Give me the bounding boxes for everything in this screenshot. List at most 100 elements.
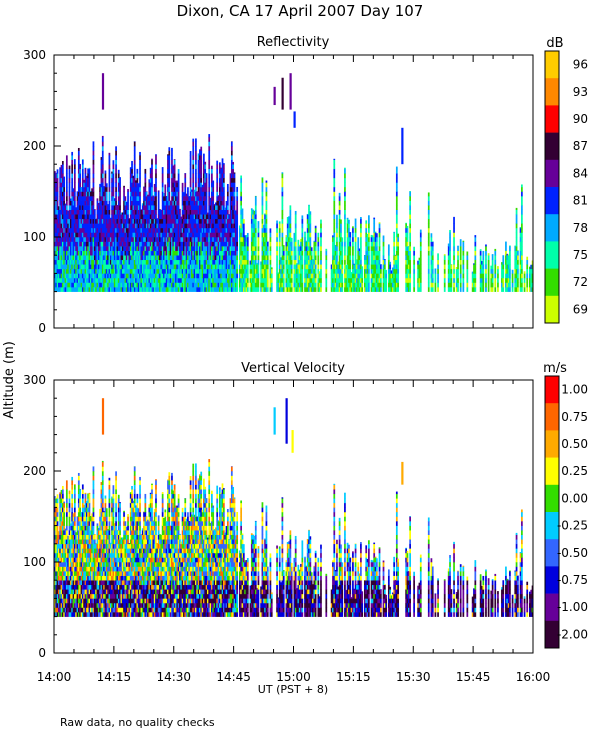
echo-cell bbox=[144, 246, 147, 251]
echo-cell bbox=[188, 227, 191, 233]
echo-cell bbox=[107, 223, 109, 229]
echo-cell bbox=[358, 277, 361, 283]
echo-cell bbox=[151, 173, 153, 179]
echo-cell bbox=[144, 250, 147, 256]
echo-cell bbox=[354, 241, 357, 247]
echo-cell bbox=[193, 259, 196, 265]
echo-cell bbox=[171, 200, 173, 206]
echo-cell bbox=[121, 218, 124, 224]
echo-cell bbox=[107, 204, 109, 206]
echo-cell bbox=[157, 191, 160, 197]
echo-cell bbox=[306, 237, 309, 242]
echo-cell bbox=[200, 164, 203, 170]
echo-cell bbox=[87, 168, 89, 174]
echo-cell bbox=[211, 264, 213, 270]
echo-cell bbox=[56, 287, 59, 292]
echo-cell bbox=[230, 155, 233, 160]
echo-cell bbox=[172, 241, 175, 247]
echo-cell bbox=[196, 200, 199, 206]
echo-cell bbox=[165, 227, 168, 233]
echo-cell bbox=[218, 200, 221, 206]
echo-cell bbox=[145, 246, 148, 251]
echo-cell bbox=[56, 259, 59, 265]
echo-cell bbox=[203, 155, 205, 160]
echo-cell bbox=[76, 246, 79, 251]
echo-cell bbox=[234, 277, 237, 283]
echo-cell bbox=[104, 227, 107, 233]
echo-cell bbox=[246, 277, 249, 283]
echo-cell bbox=[139, 227, 141, 233]
echo-cell bbox=[124, 273, 127, 279]
echo-cell bbox=[394, 277, 397, 283]
echo-cell bbox=[121, 268, 124, 274]
echo-cell bbox=[286, 255, 289, 261]
echo-cell bbox=[147, 268, 149, 274]
echo-cell bbox=[222, 182, 225, 188]
echo-cell bbox=[305, 240, 308, 242]
echo-cell bbox=[103, 186, 105, 192]
echo-cell bbox=[245, 273, 248, 279]
echo-cell bbox=[226, 287, 229, 292]
echo-cell bbox=[104, 273, 107, 279]
echo-cell bbox=[366, 277, 369, 283]
echo-cell bbox=[188, 264, 191, 270]
echo-cell bbox=[357, 268, 360, 274]
echo-cell bbox=[168, 282, 171, 288]
echo-cell bbox=[152, 277, 155, 283]
echo-cell bbox=[133, 155, 136, 160]
echo-cell bbox=[226, 259, 229, 265]
echo-cell bbox=[230, 246, 233, 251]
echo-cell bbox=[309, 246, 312, 251]
echo-cell bbox=[389, 282, 392, 288]
echo-cell bbox=[281, 287, 284, 292]
echo-cell bbox=[60, 241, 63, 247]
echo-cell bbox=[357, 282, 360, 288]
echo-cell bbox=[160, 209, 163, 215]
echo-cell bbox=[245, 255, 248, 261]
echo-cell bbox=[172, 255, 175, 261]
echo-cell bbox=[168, 237, 171, 242]
echo-cell bbox=[211, 186, 213, 192]
echo-cell bbox=[73, 268, 76, 274]
echo-cell bbox=[151, 232, 153, 238]
echo-cell bbox=[230, 150, 233, 156]
echo-cell bbox=[72, 223, 75, 229]
echo-cell bbox=[333, 214, 336, 220]
echo-cell bbox=[81, 177, 84, 183]
echo-cell bbox=[285, 259, 288, 265]
echo-cell bbox=[137, 250, 140, 256]
echo-cell bbox=[383, 264, 386, 270]
echo-cell bbox=[80, 273, 83, 279]
echo-cell bbox=[69, 237, 72, 242]
echo-cell bbox=[147, 259, 149, 265]
echo-cell bbox=[213, 273, 216, 279]
echo-cell bbox=[89, 223, 92, 229]
echo-cell bbox=[409, 214, 411, 220]
echo-cell bbox=[378, 237, 381, 242]
echo-cell bbox=[85, 214, 88, 220]
echo-cell bbox=[208, 136, 211, 142]
echo-cell bbox=[330, 273, 333, 279]
echo-cell bbox=[409, 259, 411, 265]
echo-cell bbox=[280, 287, 282, 292]
echo-cell bbox=[261, 250, 264, 256]
echo-cell bbox=[181, 218, 184, 224]
echo-cell bbox=[143, 227, 145, 233]
echo-cell bbox=[119, 218, 121, 224]
echo-cell bbox=[85, 191, 88, 197]
echo-cell bbox=[300, 250, 302, 256]
echo-cell bbox=[83, 241, 85, 247]
echo-cell bbox=[83, 282, 85, 288]
echo-cell bbox=[67, 232, 70, 238]
echo-cell bbox=[161, 232, 164, 238]
echo-cell bbox=[163, 205, 165, 210]
echo-cell bbox=[123, 255, 125, 261]
echo-cell bbox=[71, 218, 74, 224]
echo-cell bbox=[304, 255, 306, 261]
echo-cell bbox=[109, 259, 112, 265]
echo-cell bbox=[73, 214, 76, 220]
echo-cell bbox=[85, 255, 88, 261]
echo-cell bbox=[72, 264, 75, 270]
echo-cell bbox=[112, 277, 115, 283]
echo-cell bbox=[252, 223, 254, 229]
